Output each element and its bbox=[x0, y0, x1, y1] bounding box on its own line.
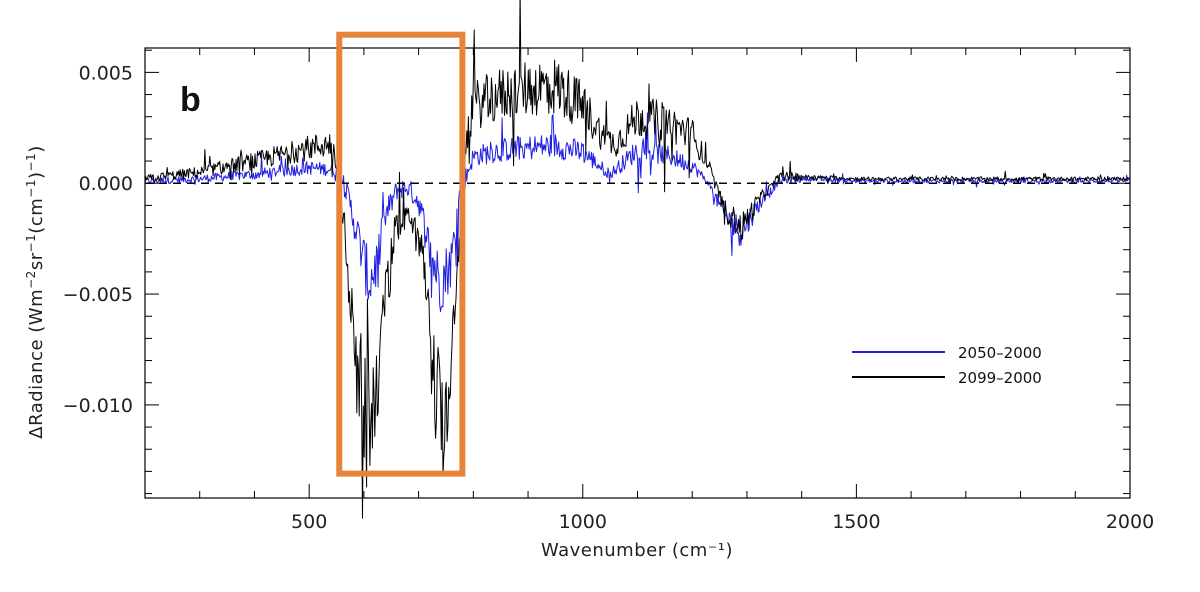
x-tick-label: 500 bbox=[291, 511, 327, 533]
ticks-layer: 500 1000 1500 2000 0.005 0.000 −0.005 −0.010 bbox=[63, 48, 1154, 533]
plot-area bbox=[145, 48, 1130, 498]
x-tick-label: 1000 bbox=[559, 511, 607, 533]
series-line-2099–2000 bbox=[144, 0, 1131, 519]
x-axis-title: Wavenumber (cm⁻¹) bbox=[541, 540, 733, 561]
legend-label-2050: 2050–2000 bbox=[958, 344, 1042, 362]
y-tick-label: −0.010 bbox=[63, 395, 133, 417]
x-tick-label: 2000 bbox=[1106, 511, 1154, 533]
y-tick-label: −0.005 bbox=[63, 284, 133, 306]
highlight-layer bbox=[336, 31, 466, 477]
series-layer bbox=[144, 0, 1131, 519]
y-tick-label: 0.000 bbox=[79, 173, 133, 195]
y-tick-label: 0.005 bbox=[79, 62, 133, 84]
highlight-box bbox=[336, 31, 466, 477]
x-tick-label: 1500 bbox=[832, 511, 880, 533]
legend-label-2099: 2099–2000 bbox=[958, 369, 1042, 387]
panel-label: b bbox=[180, 81, 201, 119]
legend: 2050–2000 2099–2000 bbox=[852, 344, 1042, 387]
y-axis-title: ΔRadiance (Wm−2sr−1(cm−1)−1) bbox=[24, 145, 47, 438]
plot-background bbox=[145, 48, 1130, 498]
